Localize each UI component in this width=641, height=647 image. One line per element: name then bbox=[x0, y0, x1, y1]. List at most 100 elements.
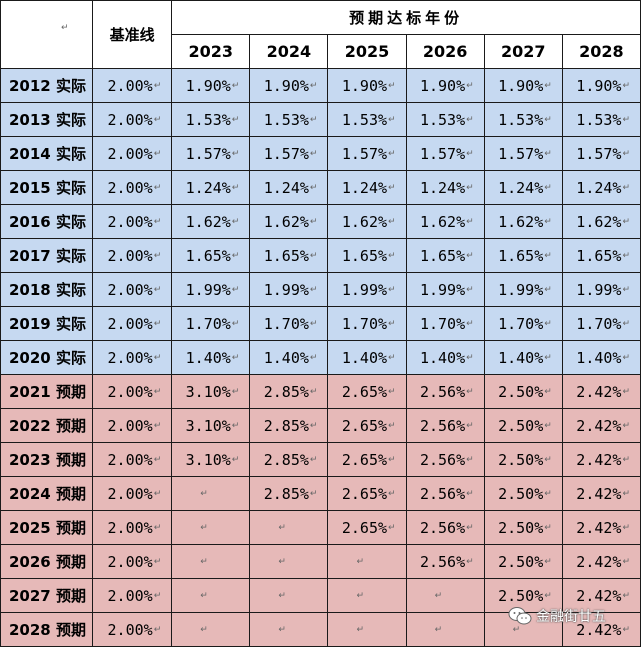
baseline-cell: 2.00%↵ bbox=[92, 476, 173, 511]
value-text: 2.50% bbox=[498, 382, 544, 401]
baseline-value: 2.00% bbox=[107, 76, 153, 95]
return-mark: ↵ bbox=[544, 81, 552, 91]
value-cell: ↵ bbox=[405, 578, 485, 613]
row-label: 2012 实际 bbox=[0, 68, 94, 103]
return-mark: ↵ bbox=[309, 489, 318, 499]
baseline-cell: 2.00%↵ bbox=[92, 374, 173, 409]
value-cell: 2.56%↵ bbox=[405, 374, 485, 409]
value-text: 2.42% bbox=[576, 620, 622, 639]
value-cell: ↵ bbox=[249, 578, 329, 613]
return-mark: ↵ bbox=[278, 590, 286, 601]
value-cell: ↵ bbox=[249, 612, 329, 647]
row-label: 2017 实际 bbox=[0, 238, 94, 273]
row-label: 2025 预期 bbox=[0, 510, 94, 545]
return-mark: ↵ bbox=[388, 353, 396, 363]
value-cell: 1.53%↵ bbox=[405, 102, 485, 137]
value-text: 1.53% bbox=[185, 110, 231, 129]
baseline-cell: 2.00%↵ bbox=[92, 306, 173, 341]
value-text: 1.24% bbox=[341, 178, 388, 197]
value-text: 2.56% bbox=[419, 484, 466, 503]
value-text: 1.99% bbox=[263, 280, 309, 299]
value-cell: 1.62%↵ bbox=[561, 204, 641, 239]
return-mark: ↵ bbox=[622, 251, 630, 261]
value-text: 1.99% bbox=[419, 280, 466, 299]
value-cell: 1.90%↵ bbox=[483, 68, 563, 103]
value-cell: 1.62%↵ bbox=[171, 204, 251, 239]
return-mark: ↵ bbox=[388, 149, 396, 159]
baseline-cell: 2.00%↵ bbox=[92, 68, 173, 103]
value-cell: ↵ bbox=[171, 612, 251, 647]
return-mark: ↵ bbox=[544, 319, 552, 329]
value-text: 2.42% bbox=[576, 382, 622, 401]
value-cell: 1.70%↵ bbox=[249, 306, 329, 341]
return-mark: ↵ bbox=[466, 319, 474, 329]
year-header-2023: 2023 bbox=[171, 34, 251, 69]
value-text: 2.65% bbox=[341, 518, 388, 537]
return-mark: ↵ bbox=[153, 557, 162, 567]
return-mark: ↵ bbox=[544, 149, 552, 159]
year-header-2028: 2028 bbox=[561, 34, 641, 69]
baseline-value: 2.00% bbox=[107, 178, 153, 197]
return-mark: ↵ bbox=[388, 421, 396, 431]
value-cell: 1.24%↵ bbox=[561, 170, 641, 205]
return-mark: ↵ bbox=[544, 353, 552, 363]
return-mark: ↵ bbox=[466, 421, 474, 431]
return-mark: ↵ bbox=[466, 353, 474, 363]
return-mark: ↵ bbox=[388, 455, 396, 465]
return-mark: ↵ bbox=[153, 251, 162, 261]
return-mark: ↵ bbox=[356, 624, 364, 635]
return-mark: ↵ bbox=[466, 217, 474, 227]
value-text: 1.70% bbox=[419, 314, 466, 333]
table-row: 2020 实际 2.00%↵ 1.40%↵ 1.40%↵ 1.40%↵ 1.40%↵ 1.4… bbox=[0, 340, 641, 375]
return-mark: ↵ bbox=[388, 81, 396, 91]
return-mark: ↵ bbox=[388, 217, 396, 227]
value-text: 1.53% bbox=[576, 110, 622, 129]
value-cell: 1.70%↵ bbox=[561, 306, 641, 341]
value-cell: 2.50%↵ bbox=[483, 442, 563, 477]
value-cell: 1.90%↵ bbox=[249, 68, 329, 103]
value-text: 1.99% bbox=[498, 280, 544, 299]
return-mark: ↵ bbox=[466, 285, 474, 295]
table-row: 2018 实际 2.00%↵ 1.99%↵ 1.99%↵ 1.99%↵ 1.99%↵ 1.9… bbox=[0, 272, 641, 307]
value-cell: 1.99%↵ bbox=[171, 272, 251, 307]
table-row: 2024 预期 2.00%↵ ↵ 2.85%↵ 2.65%↵ 2.56%↵ 2.50%↵ 2.… bbox=[0, 476, 641, 511]
value-text: 1.65% bbox=[576, 246, 622, 265]
return-mark: ↵ bbox=[622, 455, 630, 465]
value-cell: 1.99%↵ bbox=[327, 272, 407, 307]
return-mark: ↵ bbox=[153, 217, 162, 227]
return-mark: ↵ bbox=[388, 285, 396, 295]
return-mark: ↵ bbox=[309, 251, 318, 261]
value-text: 2.42% bbox=[576, 586, 622, 605]
return-mark: ↵ bbox=[231, 421, 240, 431]
value-text: 3.10% bbox=[185, 450, 231, 469]
return-mark: ↵ bbox=[153, 285, 162, 295]
value-cell: 1.40%↵ bbox=[171, 340, 251, 375]
return-mark: ↵ bbox=[153, 353, 162, 363]
value-cell: 2.56%↵ bbox=[405, 544, 485, 579]
row-label: 2013 实际 bbox=[0, 102, 94, 137]
value-text: 2.65% bbox=[341, 484, 388, 503]
baseline-value: 2.00% bbox=[107, 280, 153, 299]
value-cell: 1.70%↵ bbox=[405, 306, 485, 341]
return-mark: ↵ bbox=[622, 217, 630, 227]
value-cell: 1.90%↵ bbox=[171, 68, 251, 103]
return-mark: ↵ bbox=[388, 387, 396, 397]
return-mark: ↵ bbox=[153, 455, 162, 465]
return-mark: ↵ bbox=[622, 625, 630, 635]
baseline-cell: 2.00%↵ bbox=[92, 204, 173, 239]
value-text: 2.42% bbox=[576, 518, 622, 537]
return-mark: ↵ bbox=[512, 624, 521, 635]
value-cell: 2.65%↵ bbox=[327, 476, 407, 511]
value-cell: ↵ bbox=[327, 578, 407, 613]
return-mark: ↵ bbox=[622, 81, 630, 91]
table-row: 2025 预期 2.00%↵ ↵ ↵ 2.65%↵ 2.56%↵ 2.50%↵ 2.42%↵ bbox=[0, 510, 641, 545]
value-text: 2.65% bbox=[341, 382, 388, 401]
table-row: 2014 实际 2.00%↵ 1.57%↵ 1.57%↵ 1.57%↵ 1.57%↵ 1.5… bbox=[0, 136, 641, 171]
value-cell: 2.65%↵ bbox=[327, 442, 407, 477]
value-cell: 1.65%↵ bbox=[327, 238, 407, 273]
value-text: 1.24% bbox=[263, 178, 309, 197]
value-cell: 1.65%↵ bbox=[249, 238, 329, 273]
value-text: 1.53% bbox=[263, 110, 309, 129]
return-mark: ↵ bbox=[231, 81, 240, 91]
value-text: 1.99% bbox=[185, 280, 231, 299]
